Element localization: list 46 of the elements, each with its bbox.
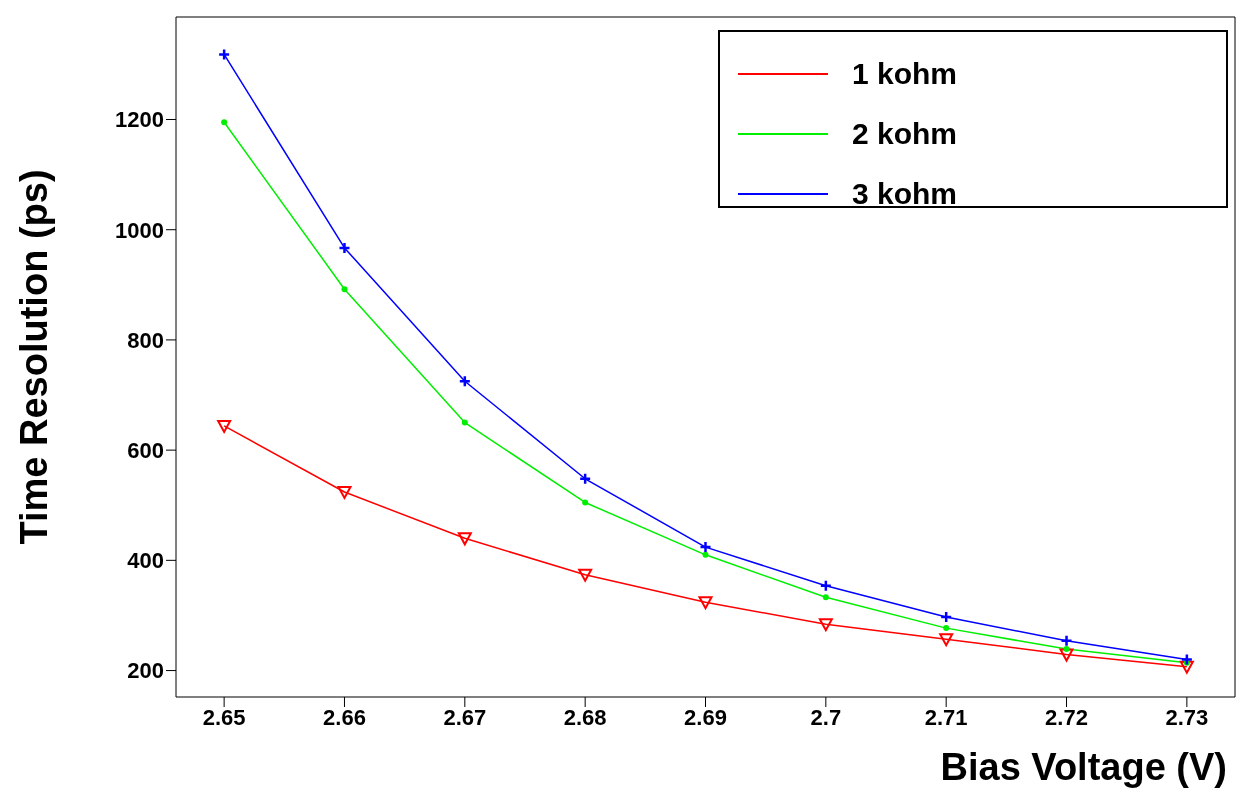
y-tick-label: 400 [127, 548, 164, 574]
y-tick-label: 1200 [115, 107, 164, 133]
y-tick-label: 600 [127, 437, 164, 463]
point [1059, 648, 1074, 662]
point [578, 568, 593, 582]
x-tick-label: 2.65 [202, 704, 246, 730]
x-tick-label: 2.68 [563, 704, 607, 730]
legend-label: 1 kohm [852, 57, 958, 91]
point [699, 540, 712, 554]
point [578, 472, 592, 486]
point [698, 596, 713, 610]
point [939, 633, 954, 647]
x-tick-label: 2.69 [684, 704, 727, 730]
point [702, 551, 709, 558]
x-tick-label: 2.72 [1045, 704, 1088, 730]
point [818, 618, 833, 632]
x-axis-title: Bias Voltage (V) [940, 746, 1227, 788]
point [217, 48, 231, 61]
point [939, 610, 953, 624]
point [457, 532, 472, 546]
y-tick-label: 200 [127, 658, 164, 684]
y-axis-title: Time Resolution (ps) [13, 169, 56, 545]
point [1063, 646, 1070, 653]
point [221, 119, 228, 126]
x-tick-label: 2.66 [323, 704, 366, 730]
legend-label: 2 kohm [852, 117, 958, 151]
point [461, 419, 468, 426]
y-tick-label: 800 [127, 327, 164, 353]
point [337, 486, 352, 500]
point [217, 419, 232, 433]
x-tick-label: 2.67 [443, 704, 487, 730]
x-tick-label: 2.71 [924, 704, 968, 730]
x-tick-label: 2.73 [1165, 704, 1209, 730]
point [458, 375, 472, 388]
point [943, 625, 950, 632]
point [338, 241, 351, 255]
point [1180, 653, 1194, 666]
x-tick-label: 2.7 [810, 704, 842, 730]
y-tick-label: 1000 [115, 217, 164, 243]
point [819, 579, 833, 592]
point [1060, 634, 1073, 648]
legend-label: 3 kohm [852, 177, 958, 211]
point [1179, 660, 1194, 674]
point [822, 594, 829, 601]
point [582, 499, 589, 506]
point [341, 286, 348, 293]
